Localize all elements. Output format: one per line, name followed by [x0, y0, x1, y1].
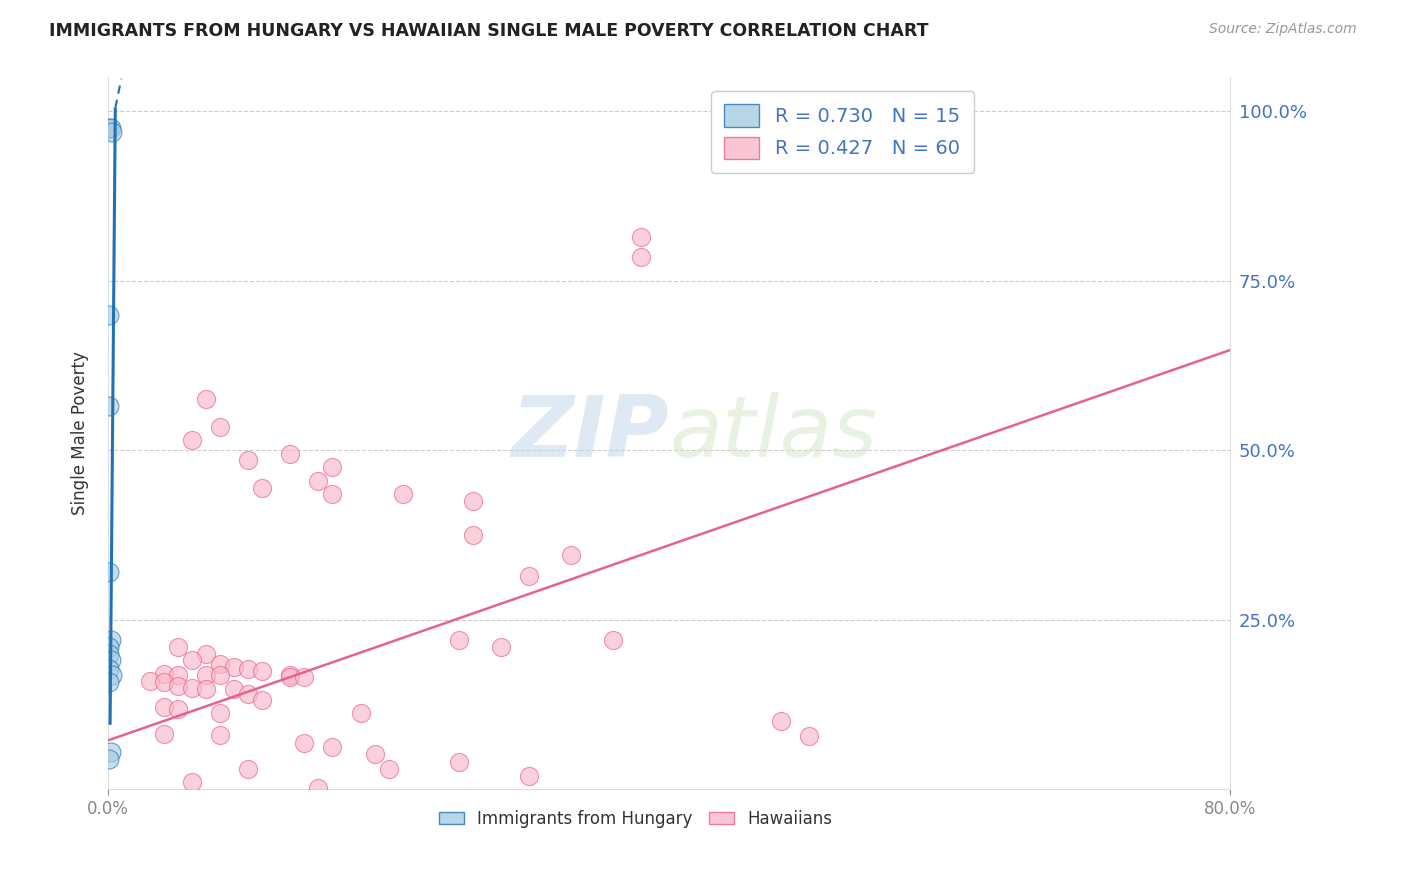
Point: [280, 670, 302, 684]
Point: [167, 640, 190, 654]
Point: [770, 714, 793, 729]
Point: [321, 740, 343, 755]
Text: atlas: atlas: [669, 392, 877, 475]
Point: [447, 755, 470, 769]
Point: [100, 653, 122, 667]
Point: [447, 633, 470, 648]
Point: [209, 728, 232, 742]
Point: [377, 762, 399, 776]
Point: [98, 662, 121, 676]
Point: [280, 668, 302, 682]
Point: [195, 647, 218, 661]
Point: [98, 308, 121, 322]
Point: [100, 121, 122, 136]
Point: [153, 675, 176, 690]
Y-axis label: Single Male Poverty: Single Male Poverty: [72, 351, 89, 516]
Point: [489, 640, 512, 654]
Point: [238, 687, 260, 701]
Point: [98, 566, 121, 580]
Point: [280, 447, 302, 461]
Point: [100, 745, 122, 759]
Point: [209, 706, 232, 721]
Point: [363, 747, 385, 761]
Point: [560, 549, 582, 563]
Point: [181, 433, 204, 447]
Point: [153, 726, 176, 740]
Point: [238, 762, 260, 776]
Point: [252, 692, 274, 706]
Point: [195, 681, 218, 696]
Point: [307, 474, 329, 488]
Point: [602, 633, 624, 648]
Point: [238, 662, 260, 676]
Point: [292, 736, 315, 750]
Point: [630, 250, 652, 264]
Point: [153, 699, 176, 714]
Point: [869, 125, 891, 139]
Point: [517, 769, 540, 783]
Point: [292, 670, 315, 684]
Text: ZIP: ZIP: [512, 392, 669, 475]
Point: [209, 668, 232, 682]
Point: [101, 125, 124, 139]
Point: [100, 633, 122, 648]
Point: [209, 419, 232, 434]
Point: [224, 681, 246, 696]
Point: [98, 399, 121, 413]
Legend: Immigrants from Hungary, Hawaiians: Immigrants from Hungary, Hawaiians: [432, 803, 839, 834]
Point: [98, 675, 121, 690]
Point: [181, 653, 204, 667]
Point: [195, 392, 218, 407]
Point: [101, 668, 124, 682]
Point: [517, 568, 540, 582]
Point: [321, 460, 343, 475]
Point: [349, 706, 371, 721]
Point: [98, 121, 121, 136]
Point: [167, 679, 190, 693]
Point: [153, 667, 176, 681]
Point: [98, 640, 121, 654]
Point: [238, 453, 260, 467]
Point: [98, 752, 121, 766]
Point: [167, 668, 190, 682]
Point: [391, 487, 413, 501]
Point: [252, 664, 274, 678]
Point: [98, 121, 121, 136]
Point: [321, 487, 343, 501]
Point: [181, 681, 204, 695]
Point: [98, 647, 121, 661]
Point: [195, 668, 218, 682]
Point: [224, 660, 246, 674]
Point: [461, 494, 484, 508]
Point: [181, 775, 204, 789]
Point: [461, 528, 484, 542]
Point: [630, 229, 652, 244]
Text: IMMIGRANTS FROM HUNGARY VS HAWAIIAN SINGLE MALE POVERTY CORRELATION CHART: IMMIGRANTS FROM HUNGARY VS HAWAIIAN SING…: [49, 22, 929, 40]
Point: [799, 729, 821, 743]
Text: Source: ZipAtlas.com: Source: ZipAtlas.com: [1209, 22, 1357, 37]
Point: [307, 780, 329, 795]
Point: [252, 481, 274, 495]
Point: [167, 702, 190, 716]
Point: [139, 673, 162, 688]
Point: [209, 657, 232, 671]
